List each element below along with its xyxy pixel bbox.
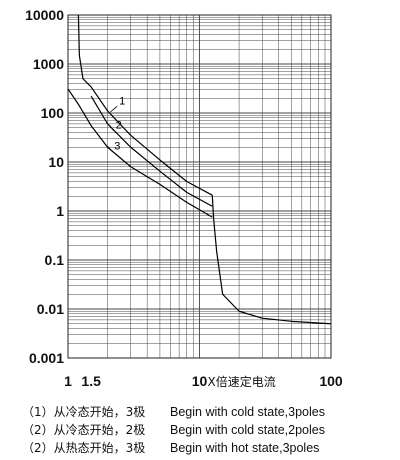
curve-label-leader [107, 145, 113, 152]
legend-item-1: （1）从冷态开始，3极 Begin with cold state,3poles [22, 403, 392, 421]
x-tick-label: 1.5 [81, 373, 101, 389]
legend-item-en: Begin with cold state,2poles [170, 423, 325, 437]
curves [67, 14, 332, 325]
curve-2 [90, 95, 213, 207]
trip-curve-chart: 10000 1000 100 10 1 0.1 0.01 0.001 1 1.5 10 100 1 2… [25, 7, 343, 389]
curve-label: 2 [116, 120, 122, 132]
y-tick-label: 10000 [25, 7, 64, 23]
y-tick-label: 0.01 [37, 301, 64, 317]
curve-label-leader [108, 124, 114, 131]
y-tick-label: 10 [48, 154, 64, 170]
x-tick-label: 100 [319, 373, 343, 389]
curve-label-leader [110, 106, 118, 113]
x-axis-label: X倍速定电流 [208, 374, 276, 389]
x-tick-label: 10 [192, 373, 208, 389]
legend-item-en: Begin with hot state,3poles [170, 441, 320, 455]
curve-3 [67, 88, 213, 218]
y-tick-label: 100 [41, 105, 65, 121]
curve-1 [77, 14, 213, 196]
curve-label: 3 [114, 140, 120, 152]
x-tick-label: 1 [64, 373, 72, 389]
curve-label: 1 [119, 95, 125, 107]
legend: （1）从冷态开始，3极 Begin with cold state,3poles… [22, 403, 392, 457]
legend-item-2: （2）从冷态开始，2极 Begin with cold state,2poles [22, 421, 392, 439]
grid [67, 15, 331, 359]
legend-item-3: （2）从热态开始，3极 Begin with hot state,3poles [22, 439, 392, 457]
y-tick-label: 1000 [33, 56, 64, 72]
y-tick-label: 0.1 [45, 252, 65, 268]
legend-item-cn: （2）从热态开始，3极 [22, 441, 146, 455]
y-tick-label: 0.001 [29, 350, 64, 366]
x-tick-labels: 1 1.5 10 100 [64, 373, 343, 389]
y-tick-label: 1 [56, 203, 64, 219]
plot-frame [67, 14, 332, 359]
curve-instantaneous [211, 195, 332, 325]
legend-item-cn: （2）从冷态开始，2极 [22, 423, 146, 437]
legend-item-cn: （1）从冷态开始，3极 [22, 405, 146, 419]
y-tick-labels: 10000 1000 100 10 1 0.1 0.01 0.001 [25, 7, 64, 366]
legend-item-en: Begin with cold state,3poles [170, 405, 325, 419]
curve-labels: 1 2 3 [107, 95, 125, 152]
